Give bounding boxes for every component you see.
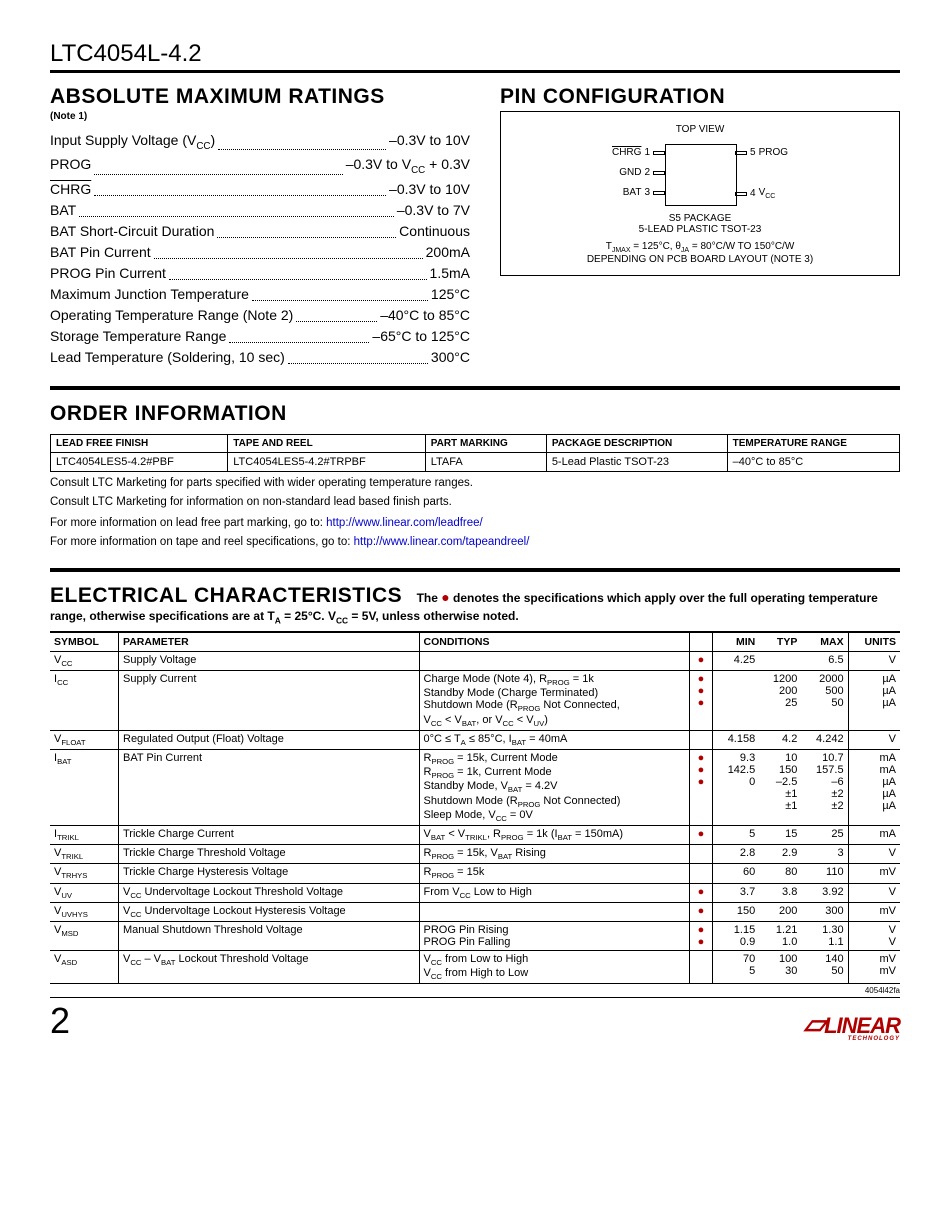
order-cell: LTC4054LES5-4.2#TRPBF (228, 452, 425, 471)
order-cell: –40°C to 85°C (727, 452, 899, 471)
rating-row: PROG Pin Current1.5mA (50, 263, 470, 284)
elec-header: MAX (801, 632, 848, 652)
pincfg-title: PIN CONFIGURATION (500, 85, 900, 109)
link-row1: For more information on lead free part m… (50, 516, 900, 531)
pin-right: 4VCC (735, 187, 775, 200)
order-table: LEAD FREE FINISHTAPE AND REELPART MARKIN… (50, 434, 900, 472)
pin-diagram: TOP VIEW CHRG1 GND2 BAT3 5PROG 4VCC S5 PACKA… (500, 111, 900, 276)
elec-row: VASDVCC – VBAT Lockout Threshold Voltage… (50, 950, 900, 983)
amr-table: Input Supply Voltage (VCC)–0.3V to 10VPR… (50, 130, 470, 368)
part-number: LTC4054L-4.2 (50, 40, 900, 73)
elec-header (689, 632, 712, 652)
rating-row: BAT Pin Current200mA (50, 242, 470, 263)
elec-row: IBATBAT Pin CurrentRPROG = 15k, Current … (50, 750, 900, 826)
pin-left: GND2 (619, 167, 665, 178)
rating-row: PROG–0.3V to VCC + 0.3V (50, 154, 470, 178)
elec-row: VTRHYSTrickle Charge Hysteresis VoltageR… (50, 864, 900, 883)
amr-title: ABSOLUTE MAXIMUM RATINGS (50, 85, 470, 109)
pin-right: 5PROG (735, 147, 788, 158)
rating-row: Storage Temperature Range–65°C to 125°C (50, 326, 470, 347)
elec-row: VUVVCC Undervoltage Lockout Threshold Vo… (50, 883, 900, 902)
consult2: Consult LTC Marketing for information on… (50, 495, 900, 510)
order-cell: 5-Lead Plastic TSOT-23 (546, 452, 727, 471)
linear-logo: ▱LINEAR TECHNOLOGY (804, 1007, 900, 1042)
top-view-label: TOP VIEW (521, 124, 879, 135)
order-title: ORDER INFORMATION (50, 402, 900, 426)
amr-note: (Note 1) (50, 111, 470, 122)
pin-left: CHRG1 (612, 147, 665, 158)
rating-row: Maximum Junction Temperature125°C (50, 284, 470, 305)
consult1: Consult LTC Marketing for parts specifie… (50, 476, 900, 491)
order-header: PART MARKING (425, 434, 546, 452)
elec-header: TYP (759, 632, 801, 652)
link-row2: For more information on tape and reel sp… (50, 535, 900, 550)
leadfree-link[interactable]: http://www.linear.com/leadfree/ (326, 517, 483, 529)
rating-row: BAT Short-Circuit DurationContinuous (50, 221, 470, 242)
tapereel-link[interactable]: http://www.linear.com/tapeandreel/ (354, 536, 530, 548)
order-header: TEMPERATURE RANGE (727, 434, 899, 452)
elec-title: ELECTRICAL CHARACTERISTICS (50, 584, 402, 607)
order-header: PACKAGE DESCRIPTION (546, 434, 727, 452)
footer: 2 ▱LINEAR TECHNOLOGY (50, 997, 900, 1042)
rule (50, 386, 900, 390)
pkg-name: S5 PACKAGE (521, 213, 879, 224)
order-cell: LTC4054LES5-4.2#PBF (51, 452, 228, 471)
elec-row: VUVHYSVCC Undervoltage Lockout Hysteresi… (50, 902, 900, 921)
doc-code: 4054l42fa (50, 986, 900, 995)
elec-table: SYMBOLPARAMETERCONDITIONSMINTYPMAXUNITS … (50, 631, 900, 984)
pkg-desc: 5-LEAD PLASTIC TSOT-23 (521, 224, 879, 235)
elec-header: CONDITIONS (419, 632, 689, 652)
rating-row: CHRG–0.3V to 10V (50, 179, 470, 200)
elec-row: ITRIKLTrickle Charge CurrentVBAT < VTRIK… (50, 825, 900, 844)
elec-row: VMSDManual Shutdown Threshold VoltagePRO… (50, 921, 900, 950)
rating-row: Input Supply Voltage (VCC)–0.3V to 10V (50, 130, 470, 154)
elec-header: SYMBOL (50, 632, 119, 652)
rating-row: Lead Temperature (Soldering, 10 sec)300°… (50, 347, 470, 368)
rating-row: Operating Temperature Range (Note 2)–40°… (50, 305, 470, 326)
elec-row: ICCSupply CurrentCharge Mode (Note 4), R… (50, 671, 900, 731)
rating-row: BAT–0.3V to 7V (50, 200, 470, 221)
thermal1: TJMAX = 125°C, θJA = 80°C/W TO 150°C/W (521, 241, 879, 254)
elec-row: VTRIKLTrickle Charge Threshold VoltageRP… (50, 845, 900, 864)
elec-header: UNITS (848, 632, 900, 652)
thermal2: DEPENDING ON PCB BOARD LAYOUT (NOTE 3) (521, 254, 879, 265)
order-header: LEAD FREE FINISH (51, 434, 228, 452)
page-number: 2 (50, 1000, 70, 1042)
elec-row: VFLOATRegulated Output (Float) Voltage0°… (50, 730, 900, 749)
order-cell: LTAFA (425, 452, 546, 471)
pin-left: BAT3 (623, 187, 665, 198)
elec-row: VCCSupply Voltage●4.256.5V (50, 652, 900, 671)
elec-header: MIN (712, 632, 759, 652)
elec-header: PARAMETER (119, 632, 420, 652)
order-header: TAPE AND REEL (228, 434, 425, 452)
rule2 (50, 568, 900, 572)
